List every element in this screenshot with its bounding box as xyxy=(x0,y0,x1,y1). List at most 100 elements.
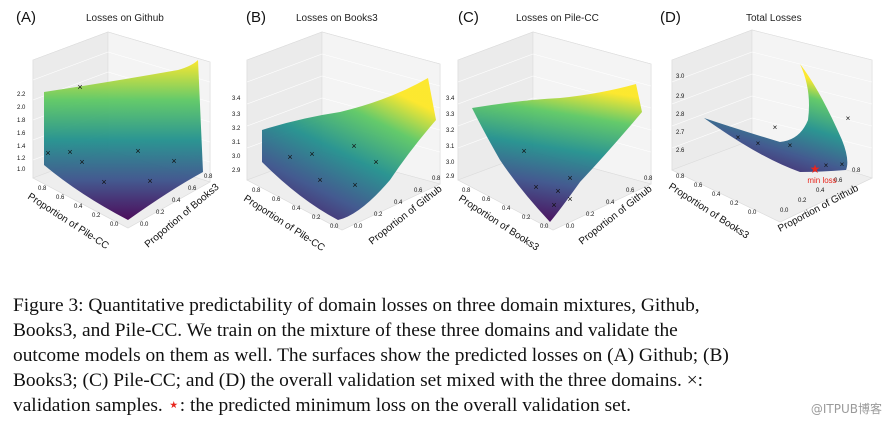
svg-text:0.0: 0.0 xyxy=(748,210,757,216)
panel-b-surface xyxy=(262,78,436,220)
svg-text:0.6: 0.6 xyxy=(834,178,843,184)
svg-text:0.2: 0.2 xyxy=(156,210,165,216)
panel-d-samples: × × × × × × × xyxy=(736,114,851,170)
svg-text:0.8: 0.8 xyxy=(676,174,685,180)
panel-b-title: Losses on Books3 xyxy=(296,13,378,24)
svg-text:×: × xyxy=(67,147,72,157)
svg-text:0.0: 0.0 xyxy=(330,224,339,230)
svg-text:3.2: 3.2 xyxy=(232,126,241,132)
svg-text:×: × xyxy=(756,139,761,148)
panel-d-surface xyxy=(704,64,848,172)
svg-text:0.6: 0.6 xyxy=(694,183,703,189)
svg-text:3.0: 3.0 xyxy=(676,74,685,80)
panel-c-right-ticks: 0.0 0.2 0.4 0.6 0.8 xyxy=(566,176,653,230)
svg-text:×: × xyxy=(521,146,526,156)
panel-c-title: Losses on Pile-CC xyxy=(516,13,599,24)
svg-text:0.4: 0.4 xyxy=(816,188,825,194)
svg-text:0.2: 0.2 xyxy=(312,215,321,221)
caption-line-1: Figure 3: Quantitative predictability of… xyxy=(13,295,700,316)
svg-text:3.4: 3.4 xyxy=(446,96,455,102)
svg-text:×: × xyxy=(373,157,378,167)
svg-text:0.4: 0.4 xyxy=(292,206,301,212)
svg-text:×: × xyxy=(171,156,176,166)
svg-text:3.3: 3.3 xyxy=(232,112,241,118)
panel-a-right-ticks: 0.0 0.2 0.4 0.6 0.8 xyxy=(140,174,213,228)
svg-text:×: × xyxy=(287,152,292,162)
svg-text:3.2: 3.2 xyxy=(446,128,455,134)
svg-text:2.9: 2.9 xyxy=(232,168,241,174)
svg-text:0.4: 0.4 xyxy=(394,200,403,206)
svg-text:0.4: 0.4 xyxy=(74,204,83,210)
svg-text:×: × xyxy=(567,194,572,204)
svg-text:0.0: 0.0 xyxy=(566,224,575,230)
svg-text:1.6: 1.6 xyxy=(17,131,26,137)
svg-text:×: × xyxy=(555,186,560,196)
svg-text:×: × xyxy=(45,148,50,158)
svg-text:0.6: 0.6 xyxy=(272,197,281,203)
panel-a-samples: × × × × × × × × xyxy=(45,82,176,187)
svg-text:0.0: 0.0 xyxy=(140,222,149,228)
svg-text:0.2: 0.2 xyxy=(374,212,383,218)
svg-text:×: × xyxy=(147,176,152,186)
svg-text:×: × xyxy=(352,180,357,190)
svg-text:3.3: 3.3 xyxy=(446,112,455,118)
svg-text:×: × xyxy=(309,149,314,159)
panel-c-surface xyxy=(472,84,642,222)
panel-b-samples: × × × × × × xyxy=(287,141,378,190)
svg-text:0.6: 0.6 xyxy=(56,195,65,201)
svg-text:2.2: 2.2 xyxy=(17,92,26,98)
panel-a-surface xyxy=(44,60,203,220)
svg-text:0.8: 0.8 xyxy=(462,188,471,194)
svg-text:×: × xyxy=(840,160,845,169)
svg-text:2.9: 2.9 xyxy=(676,94,685,100)
svg-text:×: × xyxy=(736,133,741,142)
svg-text:0.4: 0.4 xyxy=(606,200,615,206)
panel-b-z-ticks: 3.4 3.3 3.2 3.1 3.0 2.9 xyxy=(232,96,241,174)
panel-c-z-ticks: 3.4 3.3 3.2 3.1 3.0 2.9 xyxy=(446,96,455,180)
svg-text:1.4: 1.4 xyxy=(17,144,26,150)
panel-b-right-ticks: 0.0 0.2 0.4 0.6 0.8 xyxy=(354,176,441,230)
watermark: @ITPUB博客 xyxy=(810,402,882,416)
svg-text:×: × xyxy=(533,182,538,192)
svg-text:0.8: 0.8 xyxy=(38,186,47,192)
svg-text:0.2: 0.2 xyxy=(798,198,807,204)
surface-plots: 2.2 2.0 1.8 1.6 1.4 1.2 1.0 0.8 0.6 0.4 … xyxy=(17,29,873,254)
svg-text:0.8: 0.8 xyxy=(204,174,213,180)
svg-text:3.0: 3.0 xyxy=(232,154,241,160)
svg-text:0.6: 0.6 xyxy=(626,188,635,194)
svg-text:3.1: 3.1 xyxy=(232,140,241,146)
svg-text:0.6: 0.6 xyxy=(414,188,423,194)
panel-a-left-ticks: 0.8 0.6 0.4 0.2 0.0 xyxy=(38,186,119,228)
caption-line-2: Books3, and Pile-CC. We train on the mix… xyxy=(13,320,678,341)
svg-text:0.0: 0.0 xyxy=(780,208,789,214)
svg-text:0.2: 0.2 xyxy=(730,201,739,207)
svg-text:2.8: 2.8 xyxy=(676,112,685,118)
svg-text:0.6: 0.6 xyxy=(188,186,197,192)
caption-line-5: validation samples. ⋆: the predicted min… xyxy=(13,393,881,418)
svg-text:0.4: 0.4 xyxy=(502,206,511,212)
min-loss-label: min loss xyxy=(807,176,836,185)
panel-b-letter: (B) xyxy=(246,9,266,26)
svg-text:0.0: 0.0 xyxy=(540,224,549,230)
panel-d-z-ticks: 3.0 2.9 2.8 2.7 2.6 xyxy=(676,74,685,154)
svg-text:0.8: 0.8 xyxy=(252,188,261,194)
caption-line-3: outcome models on them as well. The surf… xyxy=(13,345,729,366)
caption-line-5-end: : the predicted minimum loss on the over… xyxy=(179,395,631,416)
svg-text:2.9: 2.9 xyxy=(446,174,455,180)
svg-text:×: × xyxy=(101,177,106,187)
min-loss-star-icon: ★ xyxy=(810,162,821,176)
svg-text:0.8: 0.8 xyxy=(432,176,441,182)
svg-text:2.0: 2.0 xyxy=(17,105,26,111)
svg-text:×: × xyxy=(846,114,851,123)
panel-d-left-ticks: 0.8 0.6 0.4 0.2 0.0 xyxy=(676,174,757,216)
panel-a-title: Losses on Github xyxy=(86,13,164,24)
svg-text:×: × xyxy=(135,146,140,156)
panel-d-title: Total Losses xyxy=(746,13,802,24)
svg-text:×: × xyxy=(317,175,322,185)
panel-d-axes-box xyxy=(671,29,873,223)
panel-c-letter: (C) xyxy=(458,9,479,26)
svg-text:1.0: 1.0 xyxy=(17,167,26,173)
svg-text:0.8: 0.8 xyxy=(852,168,861,174)
svg-text:0.8: 0.8 xyxy=(644,176,653,182)
caption-line-5-start: validation samples. xyxy=(13,395,168,416)
